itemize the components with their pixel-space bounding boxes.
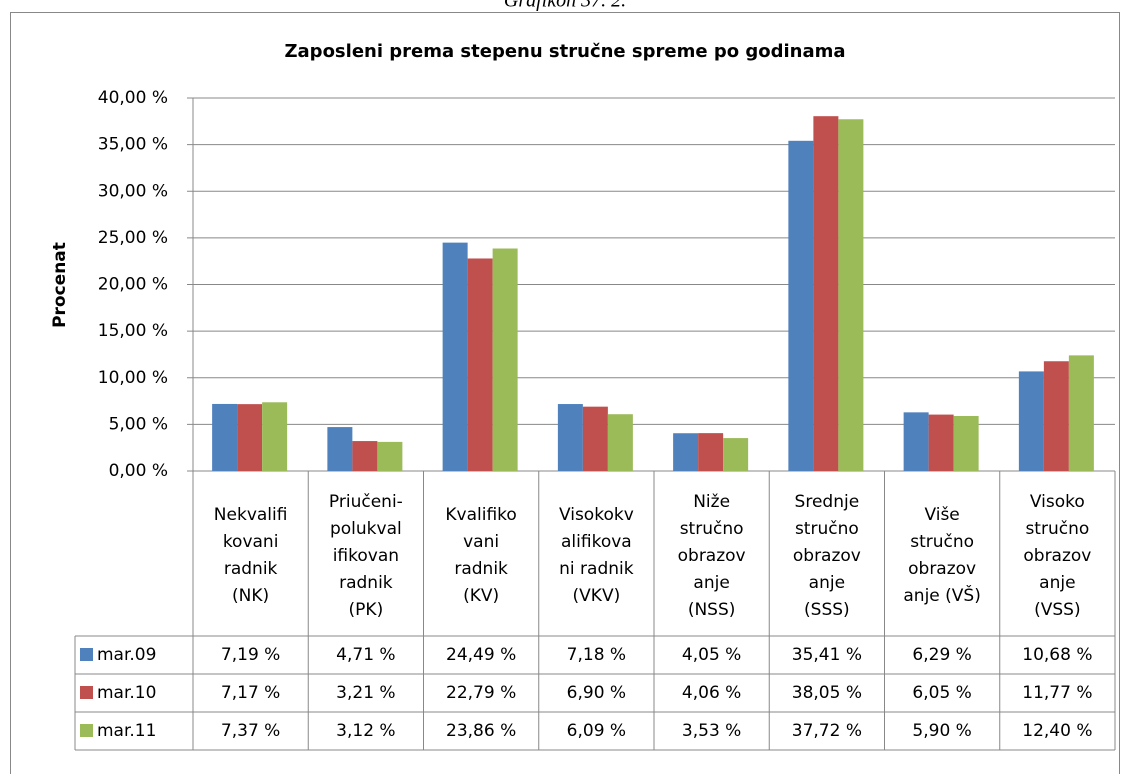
legend-key (80, 686, 93, 699)
bar (377, 441, 403, 471)
value-label: 6,09 % (567, 721, 626, 741)
value-label: 10,68 % (1022, 645, 1092, 665)
bar (813, 116, 839, 471)
value-label: 3,12 % (336, 721, 395, 741)
value-label: 37,72 % (792, 721, 862, 741)
bar (698, 433, 724, 471)
x-tick-label: Priučeni- polukval ifikovan radnik (PK) (328, 491, 403, 620)
bar (467, 258, 493, 471)
x-tick-label: Srednje stručno obrazov anje (SSS) (792, 491, 861, 620)
legend-key (80, 724, 93, 737)
bar (928, 414, 954, 471)
y-tick-label: 0,00 % (109, 461, 168, 481)
chart-title: Zaposleni prema stepenu stručne spreme p… (284, 41, 845, 62)
bar (492, 248, 518, 471)
y-tick-label: 25,00 % (98, 228, 168, 248)
value-label: 4,71 % (336, 645, 395, 665)
x-tick-label: Više stručno obrazov anje (VŠ) (903, 505, 981, 606)
bar (262, 402, 288, 471)
bar (788, 140, 814, 471)
bar (953, 415, 979, 471)
bar (327, 427, 353, 471)
value-label: 3,53 % (682, 721, 741, 741)
bar (582, 406, 608, 471)
bar (212, 403, 238, 471)
bar (352, 441, 378, 471)
bar (237, 404, 263, 471)
value-label: 7,17 % (221, 683, 280, 703)
value-label: 7,18 % (567, 645, 626, 665)
legend-key (80, 648, 93, 661)
bar (1068, 355, 1094, 471)
value-label: 38,05 % (792, 683, 862, 703)
y-tick-label: 10,00 % (98, 368, 168, 388)
bar (903, 412, 929, 471)
value-label: 12,40 % (1022, 721, 1092, 741)
value-label: 4,06 % (682, 683, 741, 703)
value-label: 6,29 % (912, 645, 971, 665)
y-tick-label: 30,00 % (98, 181, 168, 201)
y-tick-label: 5,00 % (109, 414, 168, 434)
y-tick-label: 35,00 % (98, 135, 168, 155)
y-tick-label: 20,00 % (98, 275, 168, 295)
x-tick-label: Visoko stručno obrazov anje (VSS) (1023, 491, 1092, 620)
legend-label: mar.10 (97, 683, 156, 703)
x-tick-label: Niže stručno obrazov anje (NSS) (677, 491, 746, 620)
bar (607, 414, 633, 471)
value-label: 7,19 % (221, 645, 280, 665)
bar (673, 433, 699, 471)
value-label: 3,21 % (336, 683, 395, 703)
value-label: 35,41 % (792, 645, 862, 665)
y-tick-label: 15,00 % (98, 321, 168, 341)
caption: Grafikon 37. 2. (504, 0, 626, 12)
value-label: 5,90 % (912, 721, 971, 741)
bar (442, 242, 468, 471)
value-label: 7,37 % (221, 721, 280, 741)
bar (1043, 361, 1069, 471)
bar (723, 438, 749, 471)
value-label: 23,86 % (446, 721, 516, 741)
legend-label: mar.11 (97, 721, 156, 741)
value-label: 24,49 % (446, 645, 516, 665)
value-label: 6,90 % (567, 683, 626, 703)
x-tick-label: Visokokv alifikova ni radnik (VKV) (558, 505, 634, 606)
y-axis-label: Procenat (50, 242, 70, 328)
value-label: 4,05 % (682, 645, 741, 665)
chart-border (10, 12, 1120, 774)
x-tick-label: Kvalifiko vani radnik (KV) (445, 505, 517, 606)
value-label: 22,79 % (446, 683, 516, 703)
legend-label: mar.09 (97, 645, 156, 665)
x-tick-label: Nekvalifi kovani radnik (NK) (213, 505, 288, 606)
value-label: 6,05 % (912, 683, 971, 703)
value-label: 11,77 % (1022, 683, 1092, 703)
bar (838, 119, 864, 472)
bar (557, 404, 583, 471)
y-tick-label: 40,00 % (98, 88, 168, 108)
bar (1018, 371, 1044, 471)
